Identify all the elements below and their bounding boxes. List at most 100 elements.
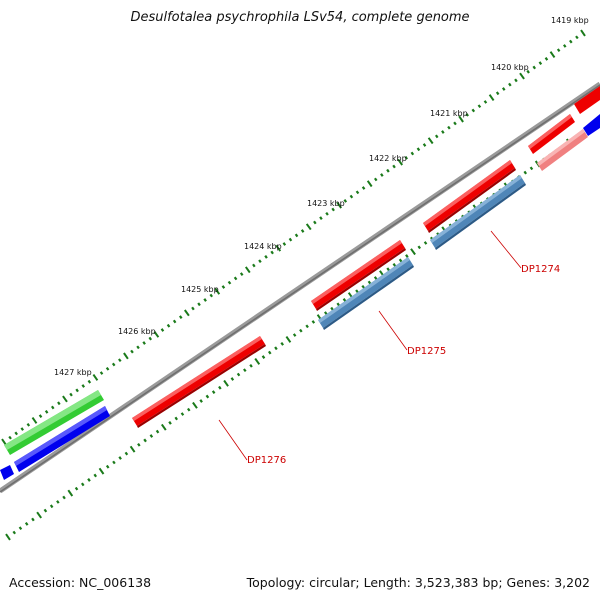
inner-tick-mark	[423, 241, 428, 245]
outer-tick-mark	[313, 220, 317, 225]
gene-red-edge-bar[interactable]	[574, 86, 600, 114]
inner-tick-mark	[410, 248, 416, 256]
outer-tick-mark	[153, 330, 160, 338]
inner-tick-mark	[31, 517, 35, 522]
inner-tick-mark	[149, 434, 154, 438]
outer-tick-mark	[258, 259, 262, 264]
inner-tick-mark	[62, 495, 66, 500]
outer-tick-mark	[191, 306, 195, 311]
inner-tick-mark	[236, 372, 241, 377]
outer-tick-mark	[495, 91, 500, 96]
inner-tick-mark	[199, 399, 203, 403]
gene-label-dp1276: DP1276	[247, 455, 286, 466]
outer-tick-mark	[305, 223, 312, 231]
kbp-label-1424: 1424 kbp	[244, 242, 282, 251]
gene-blue-edge-left[interactable]	[0, 465, 14, 480]
outer-tick-mark	[178, 315, 183, 320]
gene-dp1274-homolog-bar[interactable]	[430, 175, 526, 250]
inner-tick-mark	[361, 284, 365, 289]
outer-tick-mark	[160, 328, 165, 332]
outer-tick-mark	[8, 435, 12, 440]
topology-text: Topology: circular; Length: 3,523,383 bp…	[246, 575, 590, 590]
outer-tick-mark	[227, 280, 232, 285]
inner-tick-mark	[105, 464, 110, 469]
outer-tick-mark	[386, 168, 390, 173]
outer-tick-mark	[392, 164, 396, 169]
outer-tick-mark	[183, 309, 190, 317]
outer-tick-mark	[508, 82, 512, 87]
inner-tick-mark	[93, 473, 98, 478]
kbp-label-1425: 1425 kbp	[181, 285, 219, 294]
gene-label-dp1275: DP1275	[407, 346, 446, 357]
outer-tick-mark	[563, 44, 567, 48]
inner-tick-mark	[367, 280, 372, 285]
kbp-label-1420: 1420 kbp	[491, 63, 529, 72]
outer-tick-mark	[282, 242, 287, 246]
inner-tick-mark	[18, 526, 23, 531]
outer-tick-mark	[519, 72, 525, 80]
outer-tick-mark	[361, 186, 366, 190]
outer-tick-mark	[62, 395, 68, 403]
outer-tick-mark	[136, 345, 140, 350]
inner-tick-mark	[98, 467, 105, 475]
outer-tick-mark	[87, 379, 92, 384]
outer-tick-mark	[172, 319, 177, 324]
outer-tick-mark	[416, 147, 421, 152]
inner-tick-mark	[187, 407, 191, 412]
inner-tick-mark	[129, 445, 136, 453]
gene-blue-edge-right[interactable]	[583, 114, 600, 136]
inner-tick-mark	[160, 423, 167, 431]
inner-tick-mark	[143, 438, 147, 443]
outer-tick-mark	[575, 35, 579, 40]
gene-label-dp1274: DP1274	[521, 264, 560, 275]
inner-tick-mark	[43, 508, 48, 513]
kbp-label-1427: 1427 kbp	[54, 368, 92, 377]
outer-tick-mark	[123, 352, 129, 360]
outer-tick-mark	[148, 336, 153, 341]
map-title: Desulfotalea psychrophila LSv54, complet…	[130, 10, 470, 25]
outer-tick-mark	[453, 121, 457, 126]
inner-tick-mark	[311, 320, 316, 324]
gene-dp1274-bar[interactable]	[423, 160, 516, 233]
outer-tick-mark	[538, 61, 543, 66]
outer-tick-mark	[44, 409, 49, 414]
outer-tick-mark	[166, 323, 171, 328]
outer-tick-mark	[203, 298, 207, 302]
outer-tick-mark	[331, 207, 335, 212]
outer-tick-mark	[549, 51, 556, 58]
kbp-label-1421: 1421 kbp	[430, 109, 468, 118]
gene-green-bar[interactable]	[4, 390, 104, 455]
inner-tick-mark	[211, 390, 216, 395]
inner-tick-mark	[56, 500, 60, 504]
inner-tick-mark	[342, 298, 347, 302]
gene-dp1275-bar[interactable]	[311, 240, 406, 311]
inner-tick-mark	[5, 533, 11, 541]
gene-red-short-bar[interactable]	[528, 114, 575, 154]
outer-tick-mark	[441, 130, 445, 134]
outer-tick-mark	[288, 237, 293, 242]
outer-tick-mark	[14, 431, 18, 436]
outer-tick-mark	[349, 194, 354, 199]
inner-tick-mark	[417, 245, 421, 250]
kbp-label-1419: 1419 kbp	[551, 16, 589, 25]
outer-tick-mark	[319, 216, 323, 221]
inner-tick-mark	[523, 170, 528, 175]
outer-tick-mark	[336, 201, 343, 209]
inner-tick-mark	[112, 460, 116, 465]
gene-dp1275-homolog-bar[interactable]	[318, 257, 414, 330]
inner-tick-mark	[67, 489, 74, 497]
gene-dp1276-bar[interactable]	[132, 336, 266, 428]
kbp-label-1423: 1423 kbp	[307, 199, 345, 208]
outer-tick-mark	[483, 100, 488, 104]
outer-tick-mark	[99, 371, 104, 375]
outer-tick-mark	[264, 254, 268, 259]
outer-tick-mark	[1, 438, 7, 446]
outer-tick-mark	[422, 143, 427, 147]
kbp-label-1422: 1422 kbp	[369, 154, 407, 163]
gene-blue-bar[interactable]	[14, 406, 110, 472]
outer-tick-mark	[465, 112, 469, 117]
gene-lightred-bar[interactable]	[537, 129, 588, 171]
inner-tick-mark	[336, 302, 341, 307]
outer-tick-mark	[325, 211, 329, 216]
inner-tick-mark	[529, 166, 534, 171]
